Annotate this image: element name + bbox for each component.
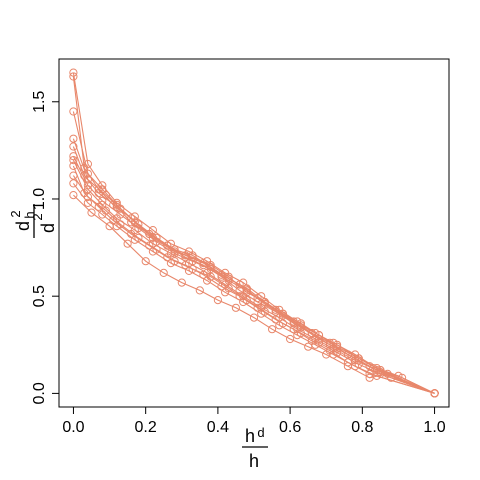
x-tick-label: 0.2: [135, 419, 157, 436]
series-9: [69, 171, 439, 398]
y-tick-label: 0.5: [31, 285, 48, 307]
data-point: [195, 286, 204, 295]
y-tick-label: 1.5: [31, 91, 48, 113]
data-point: [430, 389, 439, 398]
x-axis: 0.0 0.2 0.4 0.6 0.8 1.0: [62, 407, 446, 436]
series-5: [69, 142, 439, 398]
data-point: [69, 134, 78, 143]
series-line: [72, 146, 435, 394]
y-label-numerator-sup: 2: [8, 210, 23, 217]
series-line: [72, 165, 435, 394]
data-point: [213, 296, 222, 305]
data-point: [69, 107, 78, 116]
data-point: [199, 261, 208, 270]
series-line: [72, 138, 435, 394]
data-point: [69, 171, 78, 180]
series-line: [72, 111, 435, 394]
data-point: [181, 261, 190, 270]
x-label-numerator: h: [245, 426, 255, 446]
data-point: [275, 321, 284, 330]
series-2: [69, 72, 439, 398]
series-line: [72, 159, 435, 394]
data-point: [217, 272, 226, 281]
data-point: [221, 288, 230, 297]
series-8: [69, 161, 439, 398]
data-point: [286, 334, 295, 344]
data-point: [166, 259, 175, 268]
y-tick-label: 0.0: [31, 382, 48, 404]
plot-frame: [58, 58, 450, 408]
data-point: [80, 163, 89, 172]
data-point: [148, 247, 157, 256]
data-point: [127, 218, 136, 227]
x-label-denominator: h: [249, 451, 259, 471]
data-point: [383, 369, 392, 378]
data-point: [268, 325, 277, 334]
data-point: [184, 266, 194, 275]
series-7: [69, 156, 439, 398]
data-point: [159, 268, 168, 277]
y-label-numerator-sub: h: [22, 211, 37, 218]
series-4: [69, 134, 439, 398]
data-point: [98, 210, 107, 219]
series-line: [72, 155, 435, 394]
data-point: [69, 161, 78, 170]
data-point: [105, 222, 114, 231]
x-tick-label: 0.0: [62, 419, 84, 436]
series-line: [73, 194, 435, 394]
y-label-numerator: d: [13, 221, 33, 231]
data-point: [304, 342, 313, 351]
y-label-denominator: d: [38, 223, 58, 233]
data-point: [343, 362, 352, 371]
series-3: [69, 107, 439, 398]
data-point: [249, 313, 259, 322]
data-point: [112, 202, 121, 211]
y-tick-label: 1.0: [31, 188, 48, 210]
data-point: [123, 239, 132, 248]
data-point: [87, 208, 96, 217]
data-point: [322, 350, 331, 359]
data-point: [257, 309, 266, 318]
data-point: [177, 278, 186, 287]
x-tick-label: 0.8: [351, 419, 373, 436]
data-point: [69, 142, 78, 151]
data-point: [69, 156, 78, 165]
series-6: [69, 152, 439, 398]
data-point: [83, 192, 93, 202]
data-point: [141, 257, 150, 266]
data-point: [69, 68, 78, 77]
data-point: [239, 297, 248, 307]
data-point: [242, 286, 251, 295]
series-line: [72, 175, 435, 394]
y-axis-label: d h 2 d 2: [8, 204, 58, 238]
x-axis-label: h d h: [242, 425, 268, 471]
data-point: [94, 202, 103, 211]
data-point: [231, 303, 240, 312]
data-point: [130, 235, 139, 244]
data-point: [69, 179, 78, 188]
y-axis: 0.0 0.5 1.0 1.5: [31, 91, 59, 405]
series-line: [72, 183, 435, 394]
series-11: [69, 191, 439, 398]
data-point: [69, 72, 78, 81]
data-point: [69, 191, 78, 200]
data-point: [365, 373, 374, 382]
y-label-denominator-sup: 2: [30, 213, 45, 220]
data-point: [69, 152, 78, 161]
x-tick-label: 0.4: [207, 419, 229, 436]
x-label-numerator-sub: d: [257, 425, 264, 440]
data-point: [293, 331, 302, 340]
data-point: [83, 198, 93, 207]
x-tick-label: 1.0: [423, 419, 445, 436]
x-tick-label: 0.6: [279, 419, 301, 436]
data-point: [203, 276, 212, 285]
plot-area: [58, 58, 450, 408]
